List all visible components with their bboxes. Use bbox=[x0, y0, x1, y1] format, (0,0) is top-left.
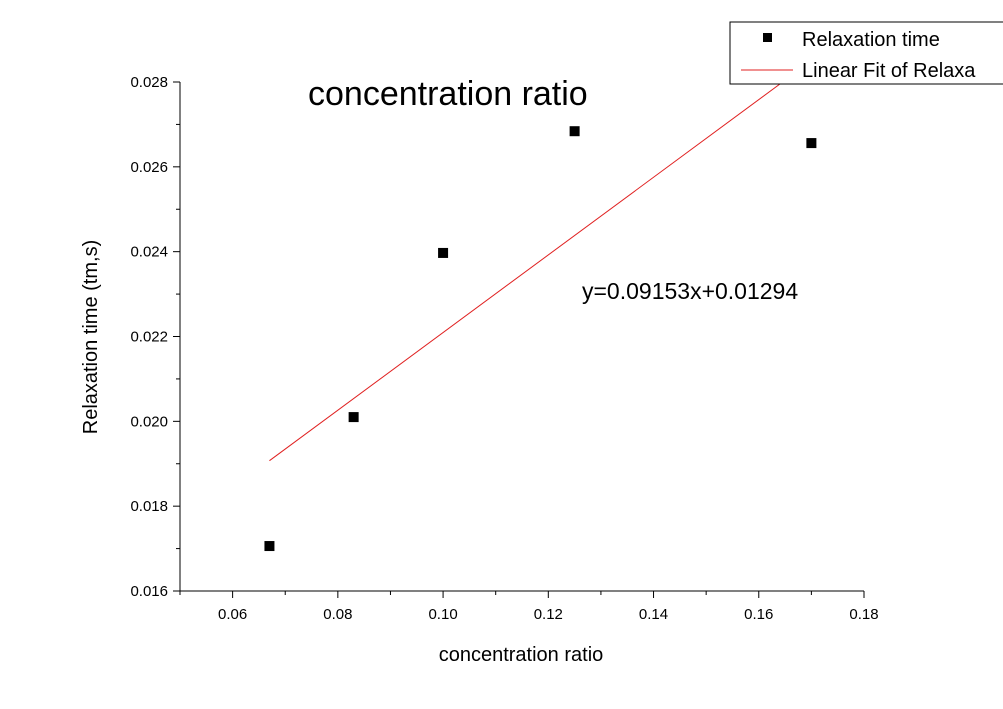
x-tick-label: 0.14 bbox=[639, 606, 668, 623]
x-axis-title: concentration ratio bbox=[439, 644, 604, 666]
legend-box bbox=[729, 21, 1003, 85]
chart-title: concentration ratio bbox=[308, 75, 588, 113]
legend-label-relaxation-time: Relaxation time bbox=[802, 29, 940, 51]
y-tick-label: 0.028 bbox=[130, 74, 168, 91]
y-tick-label: 0.020 bbox=[130, 413, 168, 430]
x-tick-label: 0.18 bbox=[849, 606, 878, 623]
tick-labels: 0.06 0.08 0.10 0.12 0.14 0.16 0.18 0.016 0.018 0.… bbox=[130, 74, 878, 623]
y-tick-label: 0.024 bbox=[130, 244, 168, 261]
x-tick-label: 0.10 bbox=[428, 606, 457, 623]
scatter-point bbox=[348, 412, 359, 423]
scatter-point bbox=[264, 541, 275, 552]
x-tick-label: 0.08 bbox=[323, 606, 352, 623]
fit-equation-annotation: y=0.09153x+0.01294 bbox=[582, 278, 798, 304]
plot-area bbox=[264, 81, 817, 552]
y-tick-label: 0.026 bbox=[130, 159, 168, 176]
scatter-point bbox=[806, 138, 817, 149]
x-tick-label: 0.06 bbox=[218, 606, 247, 623]
legend-label-linear-fit: Linear Fit of Relaxa bbox=[802, 60, 976, 82]
y-tick-label: 0.016 bbox=[130, 583, 168, 600]
axes bbox=[173, 81, 865, 598]
legend: Relaxation time Linear Fit of Relaxa bbox=[729, 21, 1003, 85]
legend-scatter-marker bbox=[763, 33, 772, 42]
x-tick-label: 0.12 bbox=[534, 606, 563, 623]
y-tick-label: 0.022 bbox=[130, 329, 168, 346]
x-tick-label: 0.16 bbox=[744, 606, 773, 623]
scatter-point bbox=[438, 247, 449, 258]
y-tick-label: 0.018 bbox=[130, 498, 168, 515]
y-axis-title: Relaxation time (tm,s) bbox=[80, 240, 102, 435]
scatter-point bbox=[569, 126, 580, 137]
linear-fit-line bbox=[269, 81, 783, 462]
